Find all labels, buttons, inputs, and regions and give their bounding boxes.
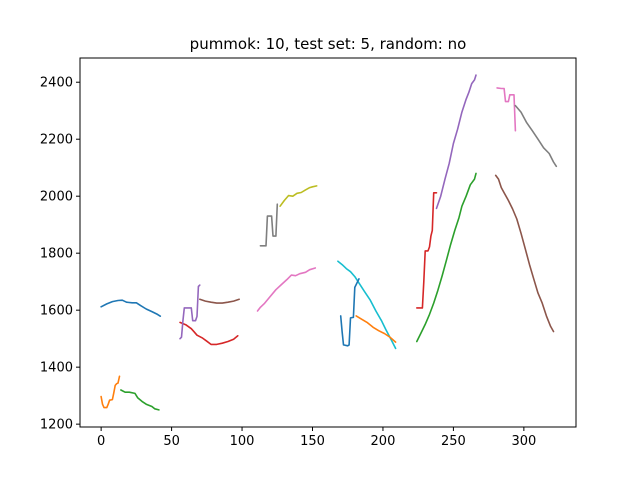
plot-frame (79, 57, 577, 428)
series-line-9 (279, 185, 318, 207)
y-tick-label-5: 2200 (40, 133, 73, 148)
y-tick-label-4: 2000 (40, 190, 73, 205)
series-line-16 (494, 174, 555, 333)
x-tick-label-2: 100 (230, 434, 255, 449)
y-tick-label-2: 1600 (40, 304, 73, 319)
x-tick-label-5: 250 (441, 434, 466, 449)
series-line-6 (199, 298, 240, 304)
series-line-18 (514, 104, 558, 168)
series-line-12 (355, 315, 397, 343)
axes-group: 0 50 100 150 200 250 300 1200 1400 1600 1800 2000 22… (40, 57, 577, 449)
series-line-10 (337, 260, 397, 350)
y-tick-label-1: 1400 (40, 361, 73, 376)
series-line-17 (496, 87, 517, 132)
y-tick-label-6: 2400 (40, 76, 73, 91)
series-line-8 (259, 203, 279, 247)
series-line-11 (339, 277, 360, 347)
series-line-15 (435, 74, 477, 210)
series-line-5 (179, 284, 201, 340)
x-tick-label-6: 300 (511, 434, 536, 449)
series-line-2 (100, 375, 121, 409)
x-tick-label-3: 150 (300, 434, 325, 449)
series-line-7 (256, 267, 317, 312)
series-line-14 (415, 192, 438, 309)
series-line-1 (100, 299, 162, 318)
x-tick-label-0: 0 (97, 434, 105, 449)
x-tick-label-4: 200 (371, 434, 396, 449)
series-line-4 (179, 321, 239, 346)
series-group (100, 74, 558, 411)
y-tick-label-0: 1200 (40, 418, 73, 433)
series-line-13 (415, 172, 477, 343)
series-line-3 (120, 389, 160, 411)
y-tick-label-3: 1800 (40, 247, 73, 262)
chart-title: pummok: 10, test set: 5, random: no (190, 35, 467, 53)
x-tick-label-1: 50 (163, 434, 180, 449)
